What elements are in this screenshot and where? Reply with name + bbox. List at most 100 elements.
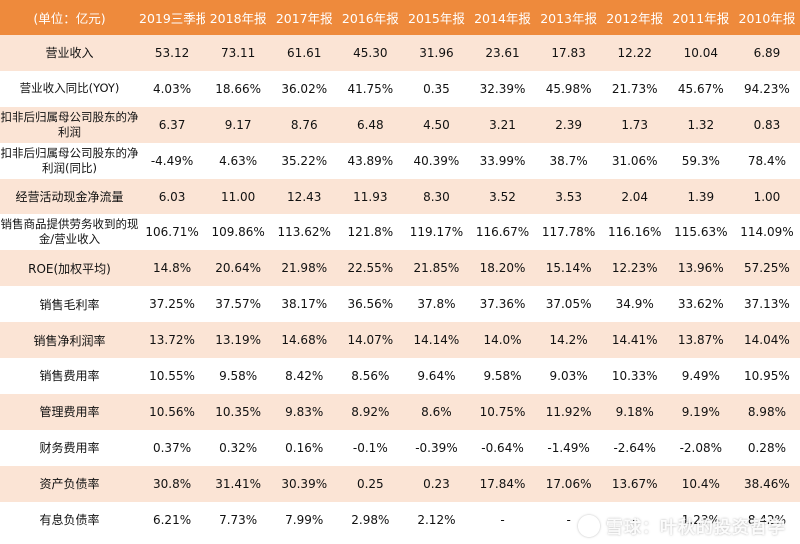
row-label: 有息负债率 bbox=[0, 501, 139, 538]
table-row: ROE(加权平均) 14.8% 20.64% 21.98% 22.55% 21.85% 18… bbox=[0, 250, 800, 287]
value-cell: 9.83% bbox=[271, 393, 338, 430]
value-cell: 14.2% bbox=[535, 322, 602, 359]
value-cell: 31.41% bbox=[205, 465, 272, 502]
value-cell: 12.23% bbox=[601, 250, 668, 287]
value-cell: 1.73 bbox=[601, 106, 668, 143]
value-cell: 37.8% bbox=[403, 286, 470, 323]
value-cell: 9.18% bbox=[601, 393, 668, 430]
value-cell: 3.21 bbox=[469, 106, 536, 143]
value-cell: 53.12 bbox=[139, 35, 206, 71]
row-label: 销售净利润率 bbox=[0, 322, 139, 359]
value-cell: 13.72% bbox=[139, 322, 206, 359]
value-cell: 17.83 bbox=[535, 35, 602, 71]
value-cell: 13.87% bbox=[667, 322, 734, 359]
value-cell: 14.14% bbox=[403, 322, 470, 359]
row-label: 销售费用率 bbox=[0, 358, 139, 394]
value-cell: 33.99% bbox=[469, 142, 536, 179]
row-label: ROE(加权平均) bbox=[0, 250, 139, 287]
value-cell: 14.07% bbox=[337, 322, 404, 359]
value-cell: 36.02% bbox=[271, 70, 338, 107]
value-cell: 14.04% bbox=[733, 322, 800, 359]
value-cell: 23.61 bbox=[469, 35, 536, 71]
value-cell: 4.03% bbox=[139, 70, 206, 107]
value-cell: 7.99% bbox=[271, 501, 338, 538]
value-cell: -0.39% bbox=[403, 429, 470, 466]
value-cell: 119.17% bbox=[403, 214, 470, 251]
value-cell: 115.63% bbox=[667, 214, 734, 251]
value-cell: 8.92% bbox=[337, 393, 404, 430]
value-cell: 116.67% bbox=[469, 214, 536, 251]
value-cell: 31.06% bbox=[601, 142, 668, 179]
watermark-text: 雪球：叶秋的投资哲学 bbox=[606, 518, 786, 538]
value-cell: 1.23% bbox=[667, 501, 734, 538]
value-cell: 4.63% bbox=[205, 142, 272, 179]
value-cell: 1.00 bbox=[733, 178, 800, 215]
value-cell: - bbox=[469, 501, 536, 538]
row-label: 销售商品提供劳务收到的现金/营业收入 bbox=[0, 214, 139, 251]
row-label: 销售毛利率 bbox=[0, 286, 139, 323]
value-cell: 38.17% bbox=[271, 286, 338, 323]
value-cell: -0.64% bbox=[469, 429, 536, 466]
value-cell: 33.62% bbox=[667, 286, 734, 323]
header-period-cell: 2013年报 bbox=[535, 0, 602, 35]
value-cell: 21.98% bbox=[271, 250, 338, 287]
row-label: 营业收入同比(YOY) bbox=[0, 70, 139, 107]
row-label: 营业收入 bbox=[0, 35, 139, 71]
value-cell: 59.3% bbox=[667, 142, 734, 179]
value-cell: 15.14% bbox=[535, 250, 602, 287]
value-cell: 38.46% bbox=[733, 465, 800, 502]
value-cell: 14.41% bbox=[601, 322, 668, 359]
value-cell: 2.98% bbox=[337, 501, 404, 538]
value-cell: 12.43 bbox=[271, 178, 338, 215]
table-row: 管理费用率 10.56% 10.35% 9.83% 8.92% 8.6% 10.75% 11.… bbox=[0, 393, 800, 430]
value-cell: 22.55% bbox=[337, 250, 404, 287]
value-cell: 10.33% bbox=[601, 358, 668, 394]
table-row: 销售商品提供劳务收到的现金/营业收入 106.71% 109.86% 113.62% 1… bbox=[0, 214, 800, 251]
value-cell: 10.04 bbox=[667, 35, 734, 71]
header-period-cell: 2016年报 bbox=[337, 0, 404, 35]
value-cell: 8.42% bbox=[733, 501, 800, 538]
table-row: 有息负债率 6.21% 7.73% 7.99% 2.98% 2.12% - - -1.23% 8.… bbox=[0, 501, 800, 538]
table-header-row: (单位：亿元) 2019三季报 2018年报 2017年报 2016年报 2015年报 20… bbox=[0, 0, 800, 35]
value-cell: 37.36% bbox=[469, 286, 536, 323]
value-cell: 18.66% bbox=[205, 70, 272, 107]
value-cell: 32.39% bbox=[469, 70, 536, 107]
table-row: 资产负债率 30.8% 31.41% 30.39% 0.25 0.23 17.84% 17.0… bbox=[0, 465, 800, 502]
table-row: 营业收入 53.12 73.11 61.61 45.30 31.96 23.61 17.83 1… bbox=[0, 35, 800, 71]
value-cell: 4.50 bbox=[403, 106, 470, 143]
header-period-cell: 2018年报 bbox=[205, 0, 272, 35]
value-cell: 1.39 bbox=[667, 178, 734, 215]
row-label: 管理费用率 bbox=[0, 393, 139, 430]
value-cell: 14.8% bbox=[139, 250, 206, 287]
value-cell: -2.08% bbox=[667, 429, 734, 466]
value-cell: 11.00 bbox=[205, 178, 272, 215]
value-cell: 10.35% bbox=[205, 393, 272, 430]
value-cell: 11.92% bbox=[535, 393, 602, 430]
value-cell: 6.48 bbox=[337, 106, 404, 143]
header-period-cell: 2011年报 bbox=[667, 0, 734, 35]
table-row: 销售毛利率 37.25% 37.57% 38.17% 36.56% 37.8% 37.36%… bbox=[0, 286, 800, 323]
header-period-cell: 2017年报 bbox=[271, 0, 338, 35]
value-cell: 10.56% bbox=[139, 393, 206, 430]
value-cell: 13.19% bbox=[205, 322, 272, 359]
value-cell: 13.96% bbox=[667, 250, 734, 287]
value-cell: 61.61 bbox=[271, 35, 338, 71]
value-cell: 0.37% bbox=[139, 429, 206, 466]
value-cell: 43.89% bbox=[337, 142, 404, 179]
table-row: 经营活动现金净流量 6.03 11.00 12.43 11.93 8.30 3.52 3.53… bbox=[0, 178, 800, 215]
value-cell: 9.03% bbox=[535, 358, 602, 394]
value-cell: 8.6% bbox=[403, 393, 470, 430]
value-cell: 2.39 bbox=[535, 106, 602, 143]
value-cell: 0.25 bbox=[337, 465, 404, 502]
value-cell: 18.20% bbox=[469, 250, 536, 287]
table-row: 财务费用率 0.37% 0.32% 0.16% -0.1% -0.39% -0.64% -1.… bbox=[0, 429, 800, 466]
value-cell: 41.75% bbox=[337, 70, 404, 107]
snowball-logo-icon bbox=[578, 514, 600, 537]
value-cell: 14.0% bbox=[469, 322, 536, 359]
value-cell: -2.64% bbox=[601, 429, 668, 466]
header-unit-cell: (单位：亿元) bbox=[0, 0, 139, 35]
value-cell: 37.05% bbox=[535, 286, 602, 323]
row-label: 扣非后归属母公司股东的净利润(同比) bbox=[0, 142, 139, 179]
value-cell: 2.12% bbox=[403, 501, 470, 538]
